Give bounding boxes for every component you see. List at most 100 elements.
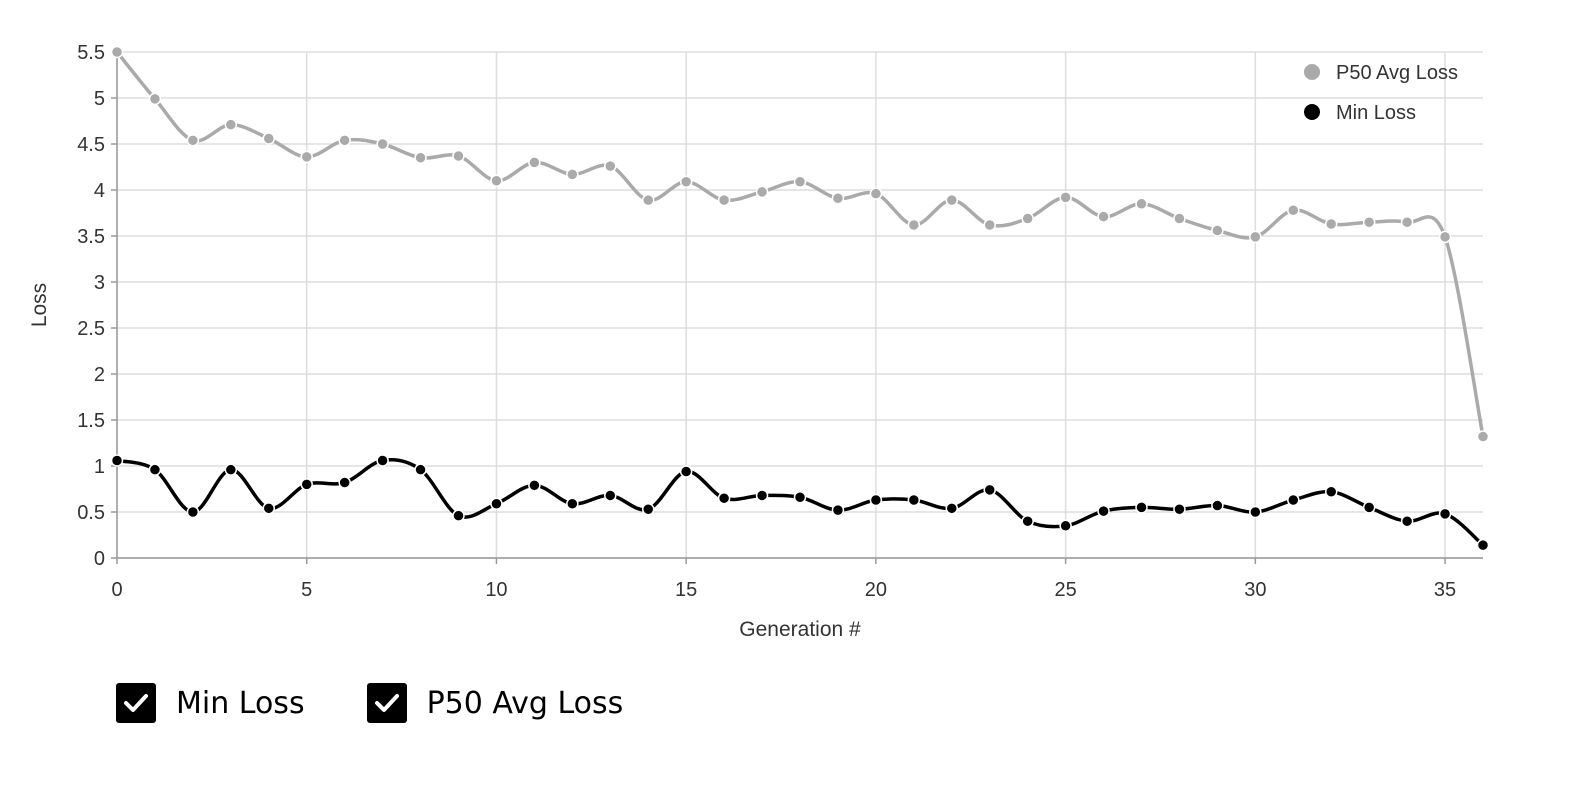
data-point-p50-avg-loss	[604, 159, 617, 173]
data-point-min-loss	[983, 483, 996, 497]
data-point-p50-avg-loss	[1324, 217, 1338, 231]
data-point-min-loss	[528, 479, 541, 492]
data-point-p50-avg-loss	[1135, 197, 1148, 211]
series-line-p50-avg-loss	[115, 50, 1485, 437]
data-point-p50-avg-loss	[679, 175, 693, 188]
data-point-p50-avg-loss	[1021, 212, 1034, 225]
y-tick-label: 0.5	[77, 502, 105, 524]
data-point-min-loss	[110, 454, 124, 467]
data-point-p50-avg-loss	[1211, 224, 1224, 237]
data-point-p50-avg-loss	[224, 118, 238, 131]
y-tick-label: 2	[94, 364, 105, 386]
data-point-min-loss	[1400, 514, 1414, 528]
data-point-p50-avg-loss	[148, 92, 162, 106]
x-tick-label: 20	[865, 579, 887, 601]
data-point-p50-avg-loss	[1438, 230, 1452, 244]
y-tick-label: 4	[94, 180, 105, 202]
data-point-p50-avg-loss	[376, 137, 389, 151]
data-point-min-loss	[148, 463, 162, 476]
legend-marker-min-loss	[1304, 104, 1320, 120]
x-tick-label: 25	[1054, 579, 1076, 601]
loss-chart: 0 5 10 15 20 25 30 35 00.511.522.533.544.555.5 …	[28, 42, 1490, 641]
x-tick-label: 5	[301, 579, 312, 601]
data-point-min-loss	[566, 497, 579, 510]
data-point-min-loss	[1324, 485, 1338, 499]
p50-avg-loss-checkbox[interactable]	[366, 683, 407, 723]
data-point-p50-avg-loss	[262, 132, 276, 145]
data-point-min-loss	[1211, 499, 1224, 512]
x-tick-label: 30	[1244, 579, 1266, 601]
data-point-min-loss	[1097, 504, 1110, 518]
data-point-p50-avg-loss	[869, 187, 883, 200]
data-point-min-loss	[869, 493, 883, 507]
check-icon	[124, 694, 148, 712]
data-point-min-loss	[1438, 507, 1452, 521]
p50-avg-loss-toggle-label: P50 Avg Loss	[426, 685, 624, 721]
min-loss-toggle[interactable]: Min Loss	[116, 683, 305, 723]
series-toggles: Min Loss P50 Avg Loss	[116, 683, 685, 723]
data-point-min-loss	[1021, 514, 1034, 528]
data-point-p50-avg-loss	[1476, 430, 1490, 443]
data-point-min-loss	[907, 493, 921, 507]
y-tick-label: 5.5	[77, 42, 105, 64]
y-tick-label: 1	[94, 456, 105, 478]
data-point-min-loss	[1059, 519, 1072, 533]
data-point-min-loss	[831, 503, 845, 517]
check-icon	[374, 694, 399, 712]
y-tick-label: 4.5	[77, 134, 105, 156]
legend-label-p50-avg-loss: P50 Avg Loss	[1336, 62, 1458, 84]
data-point-min-loss	[641, 502, 655, 516]
x-tick-label: 10	[485, 579, 507, 601]
data-point-min-loss	[755, 489, 769, 502]
min-loss-checkbox[interactable]	[116, 683, 156, 723]
legend: P50 Avg Loss Min Loss	[1304, 62, 1458, 124]
data-point-p50-avg-loss	[490, 174, 503, 188]
data-point-min-loss	[376, 454, 389, 467]
data-point-min-loss	[717, 491, 731, 505]
data-point-min-loss	[186, 505, 200, 519]
x-tick-label: 15	[675, 579, 697, 601]
data-point-min-loss	[945, 502, 959, 515]
data-point-p50-avg-loss	[300, 150, 313, 164]
series-lines	[115, 50, 1485, 547]
data-point-p50-avg-loss	[186, 134, 200, 147]
y-tick-label: 0	[94, 548, 105, 570]
data-point-min-loss	[1135, 501, 1148, 514]
data-point-p50-avg-loss	[831, 192, 845, 205]
data-point-p50-avg-loss	[641, 193, 655, 207]
y-tick-label: 2.5	[77, 318, 105, 340]
y-tick-label: 5	[94, 88, 105, 110]
x-axis: 0 5 10 15 20 25 30 35	[111, 557, 1483, 601]
legend-label-min-loss: Min Loss	[1336, 102, 1416, 124]
data-point-p50-avg-loss	[1400, 215, 1414, 229]
data-point-p50-avg-loss	[717, 193, 731, 207]
data-point-min-loss	[1476, 538, 1490, 552]
data-point-min-loss	[1173, 502, 1186, 516]
data-point-min-loss	[604, 489, 617, 502]
data-point-p50-avg-loss	[1249, 230, 1262, 244]
data-point-min-loss	[1362, 501, 1376, 514]
data-point-p50-avg-loss	[907, 218, 921, 232]
y-tick-label: 3.5	[77, 226, 105, 248]
data-point-min-loss	[793, 491, 807, 504]
data-point-min-loss	[1287, 493, 1300, 507]
data-point-min-loss	[262, 502, 276, 515]
data-point-p50-avg-loss	[793, 175, 807, 188]
series-points	[110, 45, 1490, 552]
data-point-min-loss	[414, 463, 427, 476]
data-point-p50-avg-loss	[414, 151, 427, 165]
data-point-p50-avg-loss	[1173, 212, 1186, 225]
data-point-p50-avg-loss	[452, 149, 465, 163]
data-point-min-loss	[224, 463, 238, 476]
data-point-min-loss	[338, 476, 351, 489]
data-point-p50-avg-loss	[528, 156, 541, 169]
data-point-p50-avg-loss	[1287, 203, 1300, 217]
x-axis-label: Generation #	[739, 618, 861, 641]
p50-avg-loss-toggle[interactable]: P50 Avg Loss	[366, 683, 624, 723]
data-point-p50-avg-loss	[110, 45, 124, 59]
x-tick-label: 35	[1434, 579, 1456, 601]
data-point-p50-avg-loss	[983, 218, 996, 232]
x-tick-label: 0	[111, 579, 122, 601]
y-tick-label: 3	[94, 272, 105, 294]
data-point-min-loss	[1249, 505, 1262, 519]
